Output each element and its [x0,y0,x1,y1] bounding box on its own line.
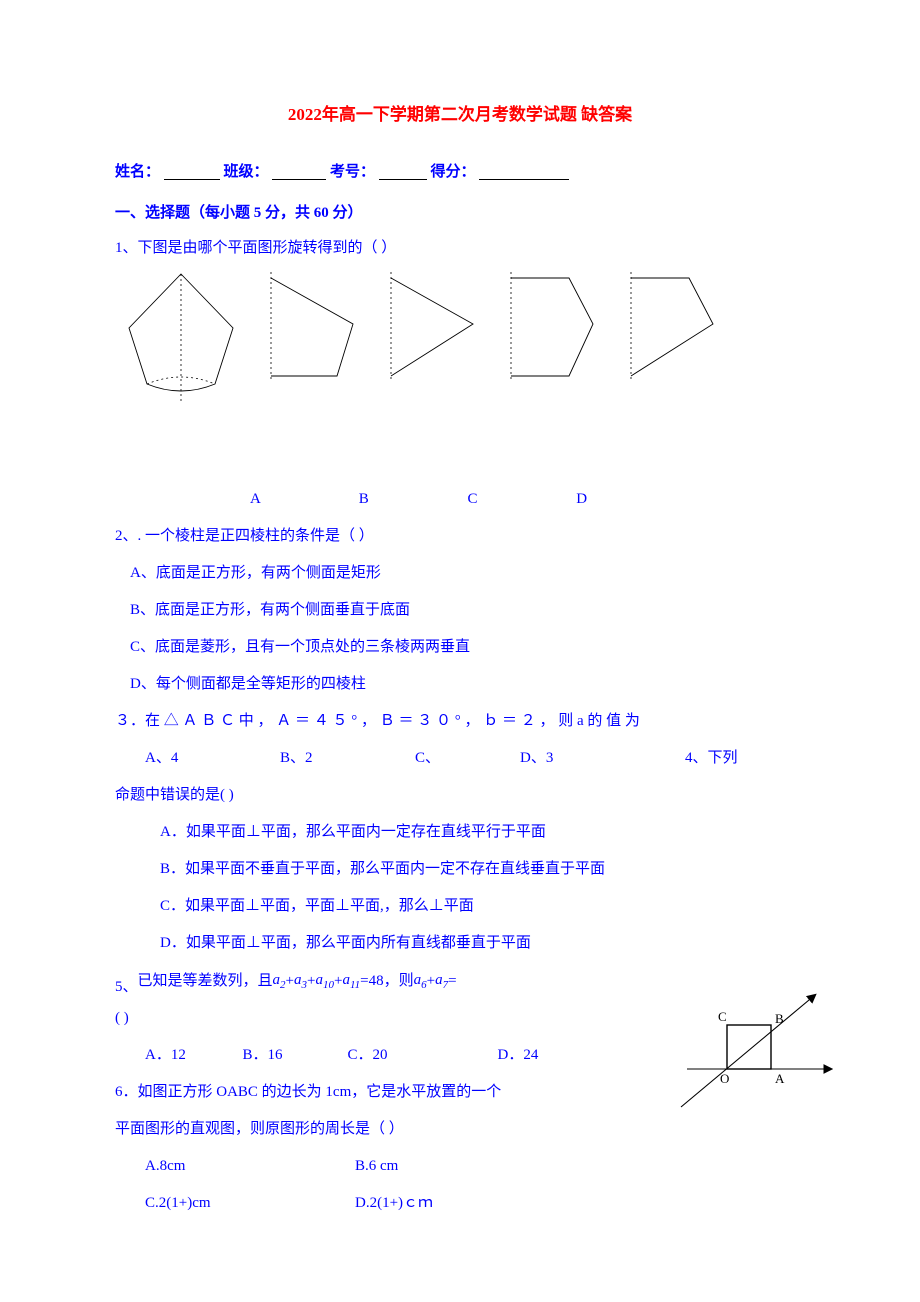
blank-name[interactable] [164,179,220,180]
q4-lead-fragment: 4、下列 [685,745,738,772]
q3-opt-b: B、2 [280,745,415,772]
label-a: A [775,1071,785,1086]
q2-opt-d: D、每个侧面都是全等矩形的四棱柱 [115,671,805,698]
q4-opt-a: A．如果平面⊥平面，那么平面内一定存在直线平行于平面 [115,819,805,846]
q5-a7: a7 [435,967,448,996]
q6-opt-b: B.6 cm [355,1153,565,1180]
q4-stem-tail: 命题中错误的是( ) [115,782,805,809]
q3-opt-d: D、3 [520,745,685,772]
diag-axis [681,995,815,1107]
opt-c-shape [511,278,593,376]
q1-label-b: B [359,486,464,513]
q6-row2: C.2(1+)cm D.2(1+)ｃｍ [115,1190,805,1217]
q5-opt-a: A．12 [145,1042,243,1069]
blank-id[interactable] [379,179,427,180]
q1-option-b-figure [385,272,481,384]
section-1-header: 一、选择题（每小题 5 分，共 60 分） [115,200,805,227]
q1-label-a: A [250,486,355,513]
q5-a6: a6 [414,967,427,996]
q4-opt-d: D．如果平面⊥平面，那么平面内所有直线都垂直于平面 [115,930,805,957]
q1-option-d-figure [625,272,721,384]
q2-opt-c: C、底面是菱形，且有一个顶点处的三条棱两两垂直 [115,634,805,661]
title-rest: 年高一下学期第二次月考数学试题 缺答案 [322,105,632,124]
q1-solid-figure [121,272,241,406]
solid-outline [129,274,233,391]
opt-d-shape [631,278,713,376]
opt-b-shape [391,278,473,376]
q4-opt-b: B．如果平面不垂直于平面，那么平面内一定不存在直线垂直于平面 [115,856,805,883]
label-id: 考号： [330,164,375,180]
q1-label-c: C [468,486,573,513]
label-name: 姓名： [115,164,160,180]
q6-line2: 平面图形的直观图，则原图形的周长是（ ） [115,1116,805,1143]
student-info-line: 姓名： 班级： 考号： 得分： [115,159,805,186]
q3-stem: ３．在 △ Ａ Ｂ Ｃ 中 ， Ａ ＝ ４ ５ ° ， Ｂ ＝ ３ ０ ° ， … [115,708,805,735]
q1-stem: 1、下图是由哪个平面图形旋转得到的（ ） [115,235,805,262]
q5-opt-b: B．16 [243,1042,348,1069]
q5-a11: a11 [342,967,360,996]
label-b: B [775,1011,784,1026]
blank-class[interactable] [272,179,326,180]
q1-label-d: D [576,486,681,513]
label-class: 班级： [224,164,269,180]
q6-opt-c: C.2(1+)cm [145,1190,355,1217]
q2-opt-a: A、底面是正方形，有两个侧面是矩形 [115,560,805,587]
q6-row1: A.8cm B.6 cm [115,1153,805,1180]
q6-opt-d: D.2(1+)ｃｍ [355,1190,565,1217]
blank-score[interactable] [479,179,569,180]
opt-a-shape [271,278,353,376]
q1-option-labels: A B C D [115,486,805,513]
q4-opt-c: C．如果平面⊥平面，平面⊥平面,，那么⊥平面 [115,893,805,920]
q5-opt-d: D．24 [498,1042,626,1069]
title-year: 2022 [288,105,322,124]
q1-option-c-figure [505,272,601,384]
q3-opt-c: C、 [415,745,520,772]
q3-options-line: A、4 B、2 C、 D、3 4、下列 [115,745,805,772]
label-o: O [720,1071,729,1086]
q5-text1: 已知是等差数列，且 [138,968,273,995]
q6-opt-a: A.8cm [145,1153,355,1180]
q3-opt-a: A、4 [145,745,280,772]
q5-a3: a3 [294,967,307,996]
q5-tail: = [448,968,456,995]
q5-a2: a2 [273,967,286,996]
q5-number: 5、 [115,974,138,1001]
q5-a10: a10 [315,967,334,996]
q1-figures [121,272,805,406]
label-c: C [718,1009,727,1024]
q5-opt-c: C．20 [348,1042,498,1069]
q6-figure-oabc: O A B C [655,991,835,1111]
q5-mid: =48，则 [360,968,413,995]
label-score: 得分： [431,164,476,180]
q1-option-a-figure [265,272,361,384]
q2-opt-b: B、底面是正方形，有两个侧面垂直于底面 [115,597,805,624]
q2-stem: 2、. 一个棱柱是正四棱柱的条件是（ ） [115,523,805,550]
